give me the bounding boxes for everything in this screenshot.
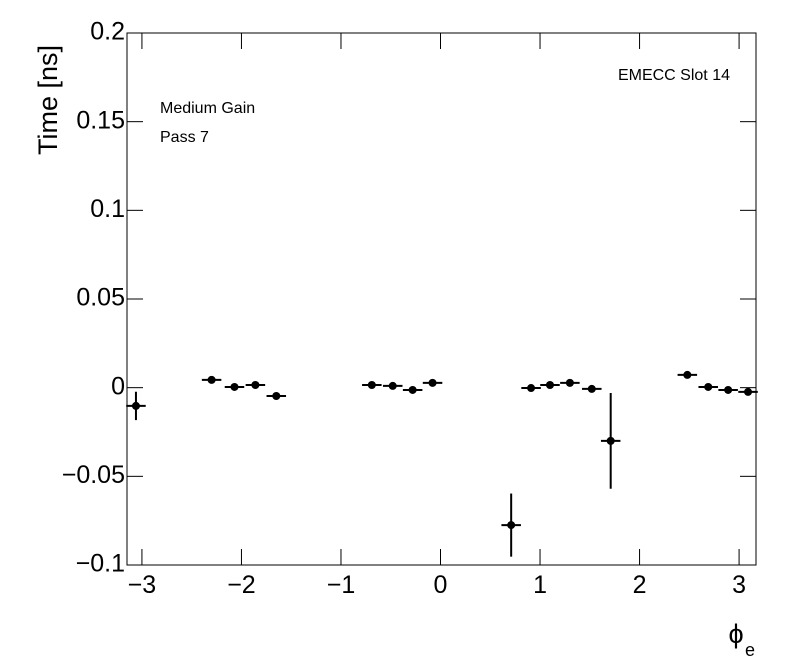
y-tick-label: 0 xyxy=(111,372,125,400)
point xyxy=(428,378,437,387)
point xyxy=(744,387,753,396)
point xyxy=(388,381,397,390)
x-axis-label: ϕ xyxy=(728,619,743,649)
point xyxy=(683,370,692,379)
point xyxy=(272,392,281,401)
point xyxy=(131,401,140,410)
y-tick-label: −0.05 xyxy=(62,461,125,489)
x-tick-label: 3 xyxy=(732,571,746,599)
point xyxy=(565,378,574,387)
x-tick-label: 1 xyxy=(533,571,547,599)
x-tick-label: −1 xyxy=(327,571,356,599)
x-tick-label: −3 xyxy=(128,571,157,599)
point xyxy=(367,381,376,390)
point xyxy=(230,382,239,391)
annotation: Pass 7 xyxy=(160,129,209,146)
y-tick-label: 0.05 xyxy=(76,284,125,312)
x-tick-label: 0 xyxy=(434,571,448,599)
point xyxy=(606,436,615,445)
x-tick-label: 2 xyxy=(633,571,647,599)
y-tick-label: −0.1 xyxy=(76,550,125,578)
point xyxy=(587,384,596,393)
point xyxy=(724,385,733,394)
point xyxy=(527,384,536,393)
x-axis-label-subscript: e xyxy=(745,640,755,660)
point xyxy=(704,382,713,391)
y-tick-label: 0.2 xyxy=(90,18,125,46)
y-tick-label: 0.15 xyxy=(76,106,125,134)
point xyxy=(251,381,260,390)
annotation: Medium Gain xyxy=(160,100,255,117)
y-axis-label: Time [ns] xyxy=(33,45,63,155)
point xyxy=(545,381,554,390)
point xyxy=(507,521,516,530)
point xyxy=(408,385,417,394)
x-tick-label: −2 xyxy=(227,571,256,599)
point xyxy=(207,375,216,384)
annotation: EMECC Slot 14 xyxy=(618,67,730,84)
y-tick-label: 0.1 xyxy=(90,195,125,223)
